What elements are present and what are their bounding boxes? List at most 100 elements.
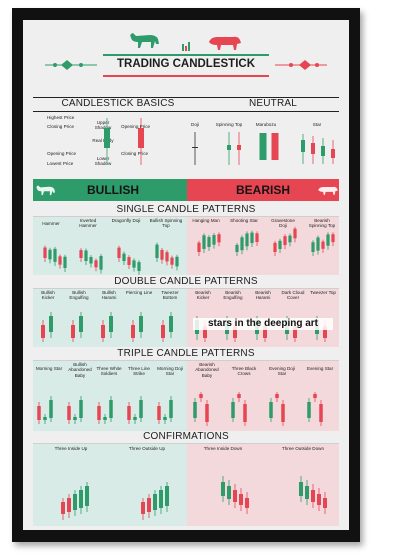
candle (85, 482, 89, 512)
double-rule (33, 288, 339, 289)
candle (138, 118, 144, 165)
double-bull-label: Tweezer Bottom (161, 290, 179, 301)
confirm-rule (33, 443, 339, 444)
candle (319, 400, 323, 426)
candle (299, 476, 303, 502)
single-bull-panel (33, 217, 187, 275)
candle (169, 396, 173, 422)
bear-icon (209, 36, 241, 50)
candle (94, 258, 98, 272)
basics-rule-2 (33, 111, 339, 112)
candle (193, 398, 197, 422)
candle (305, 480, 309, 505)
candle (117, 245, 121, 262)
candle (132, 258, 136, 272)
candle (84, 248, 88, 266)
confirm-bear-label: Three Inside Down (203, 446, 243, 451)
candle (139, 312, 143, 338)
double-bear-label: Bearish Kicker (195, 290, 211, 301)
candle (160, 247, 164, 264)
candle (157, 402, 161, 424)
candle (73, 414, 77, 424)
candle (127, 255, 131, 269)
candle (109, 396, 113, 422)
basics-label-highest: Highest Price (47, 115, 75, 120)
candle (202, 233, 206, 253)
double-header: DOUBLE CANDLE PATTERNS (114, 276, 258, 287)
candle (147, 494, 151, 518)
single-bear-label: Hanging Man (192, 218, 220, 223)
candle (278, 238, 282, 253)
candle (101, 320, 105, 342)
triple-rule (33, 360, 339, 361)
candle (199, 392, 203, 402)
double-bull-label: Piercing Line (125, 290, 153, 295)
title-rule-top (103, 54, 269, 56)
single-bear-label: Shooting Star (230, 218, 258, 223)
triple-candles (37, 392, 323, 426)
triple-bear-label: Bearish Abandoned Baby (195, 362, 219, 378)
single-bull-label: Bullish Spinning Top (149, 218, 183, 229)
candle (155, 242, 159, 262)
double-bear-label: Tweezer Top (310, 290, 336, 295)
candle (89, 255, 93, 268)
candle (97, 402, 101, 424)
basics-label-closing: Closing Price (47, 124, 75, 129)
confirm-bull-label: Three Outside Up (128, 446, 166, 451)
triple-bull-label: Three Line Strike (128, 366, 150, 377)
confirm-header: CONFIRMATIONS (143, 431, 229, 442)
basics-label-opening-2: Opening Price (47, 151, 77, 156)
candle (331, 140, 335, 164)
bull-icon (130, 33, 159, 48)
candle (53, 246, 57, 266)
candle (326, 232, 330, 250)
neutral-label-star: Star (312, 122, 322, 127)
bullish-label: BULLISH (87, 183, 139, 197)
candle (79, 486, 83, 514)
candle (283, 234, 287, 250)
basics-label-opening: Opening Price (121, 124, 151, 129)
candle (170, 255, 174, 269)
candle (323, 492, 327, 514)
basics-diagram (104, 118, 335, 165)
page-title: TRADING CANDLESTICK (117, 58, 255, 70)
single-header: SINGLE CANDLE PATTERNS (116, 204, 256, 215)
candle (243, 400, 247, 426)
candle (227, 132, 231, 165)
single-bear-label: Bearish Spinning Top (308, 218, 336, 229)
candle (161, 320, 165, 342)
candle (245, 231, 249, 251)
neutral-header: NEUTRAL (248, 98, 298, 109)
candle (43, 414, 47, 424)
confirm-bull-label: Three Inside Up (54, 446, 88, 451)
triple-bear-label: Three Black Crows (231, 366, 257, 377)
bearish-label: BEARISH (235, 183, 290, 197)
candle (37, 402, 41, 424)
candle (169, 312, 173, 338)
double-bear-label: Dark Cloud Cover (281, 290, 305, 301)
neutral-label-spinning: Spinning Top (215, 122, 243, 127)
single-bull-label: Hammer (42, 221, 60, 226)
candle (49, 396, 53, 422)
candle (273, 240, 277, 256)
candle (109, 312, 113, 338)
candle (317, 488, 321, 511)
candle (153, 490, 157, 516)
bullish-band (33, 179, 187, 201)
candle (67, 402, 71, 424)
triple-bear-label: Evening Star (306, 366, 334, 371)
bull-icon-band (36, 185, 56, 196)
neutral-label-doji: Doji (191, 122, 199, 127)
candle (269, 398, 273, 422)
candle (41, 320, 45, 342)
candle (259, 133, 267, 160)
candle (192, 132, 198, 165)
candle (237, 392, 241, 402)
candle (316, 235, 320, 255)
candle (205, 400, 209, 426)
candle (61, 498, 65, 520)
double-bull-label: Bullish Kicker (41, 290, 55, 301)
candle (122, 251, 126, 266)
candle (321, 239, 325, 253)
candle (104, 118, 110, 165)
